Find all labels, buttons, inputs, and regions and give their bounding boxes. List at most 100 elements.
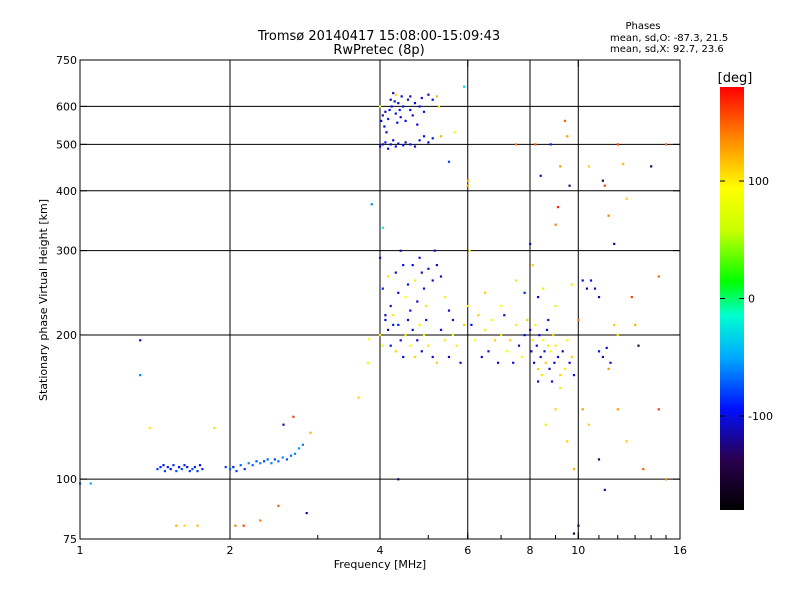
x-tick-label: 10 [571,544,585,557]
data-point [172,464,175,467]
data-point [404,296,407,299]
data-point [409,309,412,312]
data-point [500,304,503,308]
data-point [383,125,386,128]
y-tick-label: 100 [56,473,77,486]
data-point [389,98,392,101]
data-point [196,524,199,527]
data-point [270,462,273,465]
data-point [384,141,387,144]
data-point [399,249,402,252]
data-point [515,143,518,146]
data-point [497,361,500,364]
data-point [396,121,399,124]
data-point [466,304,469,308]
data-point [409,108,412,112]
data-point [193,466,196,469]
data-point [585,287,588,290]
data-point [526,318,529,322]
data-point [537,380,540,383]
y-tick-label: 400 [56,185,77,198]
data-point [484,291,487,294]
data-point [601,355,604,359]
data-point [162,464,165,467]
data-point [542,287,545,290]
data-point [443,296,447,299]
axis-ticks: 1 2 4 6 8 10 16 75 100 200 300 400 500 600 750 [56,54,687,557]
data-point [198,464,202,467]
data-point [394,271,397,274]
data-point [549,350,552,353]
data-point [597,350,601,353]
x-tick-label: 8 [527,544,534,557]
data-point [390,105,393,108]
data-point [388,108,391,112]
data-point [605,346,608,349]
data-point [229,468,232,471]
x-tick-label: 1 [77,544,84,557]
data-point [566,339,569,342]
data-point [545,328,549,331]
data-point [657,408,660,411]
data-point [566,440,569,443]
data-point [435,264,438,267]
data-point [416,300,419,303]
data-point [587,423,590,426]
data-point [292,415,295,418]
data-point [515,279,518,282]
data-point [418,256,421,259]
data-point [402,105,405,108]
data-point [301,443,304,446]
data-point [625,440,628,443]
data-point [416,339,419,342]
data-point [556,206,560,209]
data-point [169,468,172,471]
data-point [180,468,183,471]
data-point [500,334,503,337]
data-point [523,291,526,294]
data-point [406,283,410,286]
data-point [559,387,562,390]
data-point [534,323,537,326]
data-point [392,314,395,317]
data-point [493,339,496,342]
data-point [166,466,169,469]
data-point [402,144,405,147]
data-point [183,524,186,527]
data-point [554,304,557,308]
data-point [607,367,610,370]
data-point [387,275,390,278]
y-tick-label: 300 [56,245,77,258]
data-point [384,110,387,113]
data-point [459,361,462,364]
data-point [387,117,390,121]
data-point [566,135,569,138]
data-point [413,145,417,148]
data-point [427,141,430,144]
data-point [435,361,438,364]
data-point [385,131,388,134]
data-point [402,264,405,267]
data-point [451,334,454,337]
data-point [559,374,562,377]
data-point [480,355,483,359]
data-point [506,350,509,353]
chart-title-line2: RwPretec (8p) [333,43,424,58]
data-point [539,355,542,359]
data-point [616,334,619,337]
data-point [399,116,402,119]
data-point [201,468,204,471]
data-point [381,287,384,290]
data-point [622,163,625,166]
data-point [431,355,434,359]
data-point [251,464,254,467]
data-point [427,93,430,96]
data-point [554,408,557,411]
data-point [384,318,387,322]
data-point [357,396,360,399]
data-point [553,361,556,364]
data-point [520,355,523,359]
data-point [559,165,562,168]
data-point [613,242,616,245]
data-point [394,350,397,353]
